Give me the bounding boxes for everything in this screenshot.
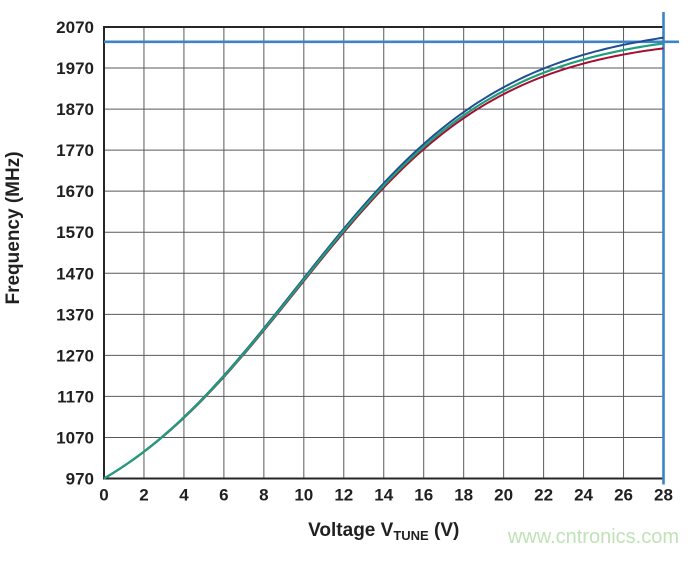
- svg-text:8: 8: [259, 486, 268, 505]
- svg-text:970: 970: [66, 470, 94, 489]
- svg-text:1670: 1670: [56, 182, 94, 201]
- svg-text:Voltage VTUNE (V): Voltage VTUNE (V): [308, 520, 459, 543]
- svg-text:2070: 2070: [56, 18, 94, 37]
- svg-text:1470: 1470: [56, 264, 94, 283]
- svg-text:1970: 1970: [56, 59, 94, 78]
- svg-text:22: 22: [534, 486, 553, 505]
- svg-text:1170: 1170: [57, 387, 94, 406]
- svg-text:20: 20: [494, 486, 513, 505]
- svg-text:12: 12: [334, 486, 353, 505]
- svg-text:1070: 1070: [56, 428, 94, 447]
- svg-text:28: 28: [654, 486, 673, 505]
- svg-text:10: 10: [294, 486, 313, 505]
- svg-text:1570: 1570: [56, 223, 94, 242]
- svg-text:1870: 1870: [56, 100, 94, 119]
- svg-text:Frequency (MHz): Frequency (MHz): [3, 151, 24, 304]
- svg-text:2: 2: [139, 486, 148, 505]
- svg-text:0: 0: [99, 486, 108, 505]
- svg-text:www.cntronics.com: www.cntronics.com: [507, 526, 679, 548]
- svg-text:24: 24: [574, 486, 593, 505]
- svg-text:6: 6: [219, 486, 228, 505]
- svg-text:16: 16: [414, 486, 433, 505]
- svg-text:18: 18: [454, 486, 473, 505]
- svg-text:1270: 1270: [56, 346, 94, 365]
- svg-text:1370: 1370: [56, 305, 94, 324]
- svg-text:26: 26: [614, 486, 633, 505]
- svg-text:1770: 1770: [56, 141, 94, 160]
- svg-text:14: 14: [374, 486, 393, 505]
- svg-text:4: 4: [179, 486, 189, 505]
